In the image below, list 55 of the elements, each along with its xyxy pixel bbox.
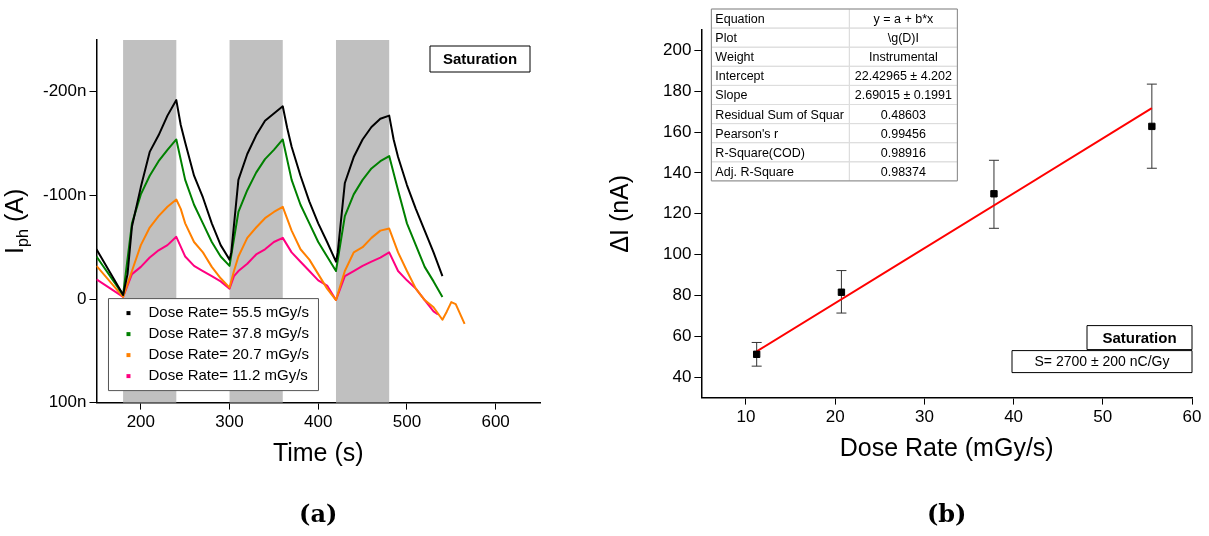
annotation: 0.98374 [880, 164, 926, 179]
x-tick-label: 20 [825, 407, 845, 427]
y-tick-label: 160 [662, 121, 692, 141]
y-tick-label: -100n [43, 185, 87, 205]
y-tick-label: 140 [662, 162, 692, 182]
annotation: 0.48603 [880, 107, 926, 122]
x-tick-label: 300 [215, 412, 244, 432]
y-tick-label: 80 [672, 285, 692, 305]
y-tick-label: 40 [672, 366, 692, 386]
legend-label: Dose Rate= 55.5 mGy/s [148, 303, 309, 321]
x-tick-label: 10 [736, 407, 756, 427]
annotation: Plot [715, 31, 738, 46]
text: (a) [299, 499, 338, 529]
annotation: Adj. R-Square [715, 164, 794, 179]
annotation: Instrumental [868, 50, 938, 65]
annotation: Intercept [715, 69, 765, 84]
text: Equation [715, 12, 765, 26]
x-tick-label: 500 [392, 412, 422, 432]
annotation: Weight [715, 50, 755, 65]
y-axis-title: ΔI (nA) [605, 174, 634, 253]
x-axis-title: Time (s) [272, 438, 364, 467]
y-tick-label: 200 [662, 40, 692, 60]
x-tick-label: 200 [126, 412, 156, 432]
y-tick-label: 0 [77, 288, 87, 308]
y-tick-label: -200n [43, 81, 87, 101]
annotation: 2.69015 ± 0.1991 [854, 88, 953, 103]
y-tick-label: 60 [672, 326, 692, 346]
x-tick-label: 40 [1004, 407, 1024, 427]
y-tick-label: 100n [48, 392, 87, 412]
annotation: R-Square(COD) [715, 145, 805, 160]
annotation: Saturation [442, 50, 518, 68]
x-tick-label: 60 [1182, 407, 1202, 427]
annotation: 0.99456 [880, 126, 926, 141]
text: (b) [926, 499, 967, 529]
x-tick-label: 30 [914, 407, 934, 427]
y-tick-label: 180 [662, 80, 692, 100]
legend-label: Dose Rate= 11.2 mGy/s [148, 366, 308, 384]
legend-label: Dose Rate= 20.7 mGy/s [148, 345, 309, 363]
annotation: Residual Sum of Squar [715, 107, 844, 122]
legend-label: Dose Rate= 37.8 mGy/s [148, 324, 309, 342]
y-tick-label: 100 [662, 244, 692, 264]
annotation: \g(D)I [887, 31, 919, 46]
y-axis-title: Iph (A) [0, 188, 32, 254]
y-tick-label: 120 [662, 203, 692, 223]
annotation: S= 2700 ± 200 nC/Gy [1034, 353, 1170, 370]
annotation: Slope [715, 88, 748, 103]
x-tick-label: 600 [481, 412, 510, 432]
x-tick-label: 400 [304, 412, 333, 432]
annotation: Saturation [1102, 328, 1177, 346]
annotation: 0.98916 [880, 145, 926, 160]
annotation: 22.42965 ± 4.202 [854, 69, 953, 84]
x-tick-label: 50 [1093, 407, 1113, 427]
x-axis-title: Dose Rate (mGy/s) [839, 433, 1054, 462]
annotation: Pearson's r [715, 126, 779, 141]
text: y = a + b*x [873, 12, 934, 26]
